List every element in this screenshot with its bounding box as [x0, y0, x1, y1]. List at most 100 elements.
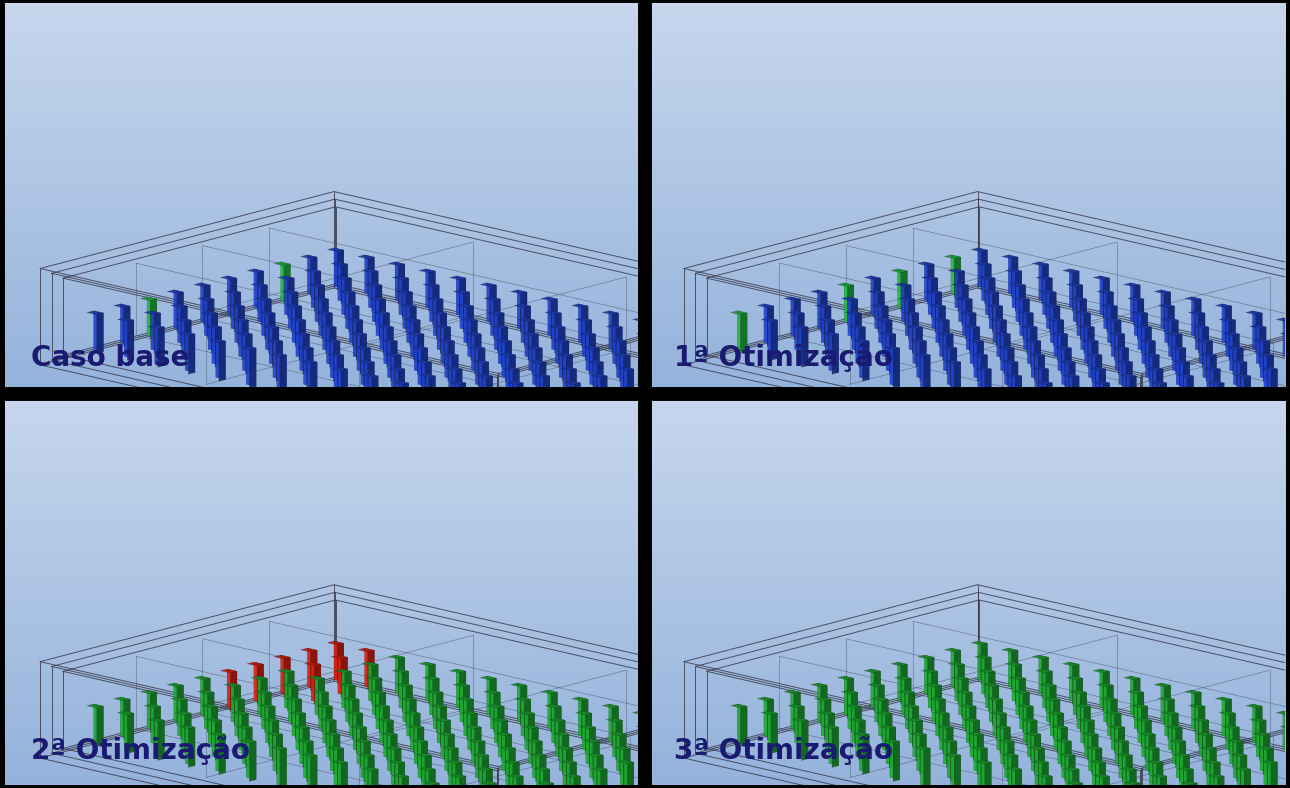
Polygon shape [319, 297, 329, 337]
Polygon shape [1103, 395, 1113, 436]
Polygon shape [516, 776, 524, 788]
Polygon shape [511, 395, 528, 399]
Polygon shape [178, 304, 187, 344]
Polygon shape [128, 320, 134, 360]
Polygon shape [1009, 648, 1018, 689]
Polygon shape [328, 248, 344, 252]
Polygon shape [365, 255, 374, 296]
Polygon shape [624, 366, 633, 407]
Polygon shape [1001, 648, 1018, 652]
Polygon shape [399, 657, 405, 697]
Polygon shape [418, 346, 428, 387]
Polygon shape [1073, 676, 1082, 717]
Polygon shape [1100, 304, 1117, 308]
Polygon shape [933, 711, 949, 715]
Polygon shape [566, 760, 577, 788]
Polygon shape [212, 313, 218, 353]
Polygon shape [346, 683, 355, 724]
Polygon shape [1202, 327, 1209, 367]
Polygon shape [826, 711, 835, 752]
Polygon shape [564, 381, 580, 385]
Polygon shape [1126, 374, 1136, 414]
Polygon shape [1210, 366, 1220, 407]
Polygon shape [519, 318, 534, 322]
Polygon shape [768, 306, 774, 347]
Polygon shape [677, 353, 688, 393]
Polygon shape [430, 676, 440, 717]
Polygon shape [951, 360, 961, 400]
Polygon shape [488, 704, 504, 708]
Polygon shape [895, 676, 911, 680]
Polygon shape [451, 355, 458, 396]
Polygon shape [771, 713, 778, 753]
Polygon shape [944, 255, 961, 258]
Polygon shape [1169, 711, 1178, 752]
Polygon shape [1032, 366, 1049, 370]
Polygon shape [264, 692, 271, 733]
Polygon shape [1151, 774, 1167, 778]
Polygon shape [978, 746, 988, 786]
Polygon shape [86, 704, 103, 708]
Polygon shape [1134, 285, 1140, 325]
Polygon shape [570, 381, 580, 422]
Polygon shape [1287, 360, 1290, 364]
Polygon shape [330, 339, 341, 380]
Polygon shape [654, 362, 660, 403]
Polygon shape [1076, 285, 1082, 325]
Polygon shape [1005, 767, 1022, 771]
Polygon shape [1284, 318, 1290, 359]
Polygon shape [141, 297, 157, 301]
Polygon shape [1075, 310, 1090, 314]
Polygon shape [582, 318, 592, 359]
Polygon shape [1057, 320, 1064, 360]
Polygon shape [984, 264, 991, 304]
Polygon shape [955, 755, 961, 788]
Polygon shape [928, 669, 938, 710]
Polygon shape [402, 278, 409, 318]
Polygon shape [845, 704, 862, 708]
Polygon shape [241, 320, 249, 360]
Polygon shape [428, 376, 436, 416]
Polygon shape [997, 318, 1006, 359]
Polygon shape [740, 706, 747, 746]
Polygon shape [828, 332, 839, 373]
Polygon shape [1192, 297, 1201, 337]
Text: 2ª Otimização: 2ª Otimização [31, 737, 249, 765]
Polygon shape [361, 346, 370, 387]
Polygon shape [586, 320, 592, 360]
Polygon shape [1069, 374, 1080, 414]
Polygon shape [312, 690, 329, 694]
Polygon shape [486, 676, 497, 717]
Polygon shape [357, 725, 366, 766]
Polygon shape [408, 725, 424, 729]
Polygon shape [1096, 760, 1106, 788]
Polygon shape [1191, 783, 1197, 788]
Polygon shape [1191, 390, 1197, 430]
Polygon shape [1084, 706, 1090, 746]
Polygon shape [993, 304, 1002, 344]
Polygon shape [360, 727, 366, 768]
Polygon shape [947, 346, 957, 387]
Polygon shape [1170, 346, 1186, 350]
Polygon shape [600, 376, 608, 416]
Polygon shape [987, 697, 1002, 701]
Polygon shape [381, 732, 397, 736]
Polygon shape [797, 313, 805, 353]
Polygon shape [512, 369, 520, 409]
Polygon shape [1068, 362, 1076, 403]
Polygon shape [1004, 727, 1010, 768]
Polygon shape [486, 283, 497, 324]
Polygon shape [387, 339, 397, 380]
Polygon shape [1001, 255, 1018, 258]
Polygon shape [388, 655, 405, 659]
Polygon shape [419, 269, 436, 273]
Polygon shape [966, 704, 977, 745]
Polygon shape [1118, 346, 1129, 387]
Polygon shape [499, 746, 516, 750]
Polygon shape [1108, 332, 1125, 336]
Polygon shape [611, 706, 619, 746]
Polygon shape [1068, 755, 1076, 788]
Polygon shape [245, 334, 253, 374]
Polygon shape [1009, 753, 1018, 788]
Polygon shape [1011, 374, 1022, 414]
